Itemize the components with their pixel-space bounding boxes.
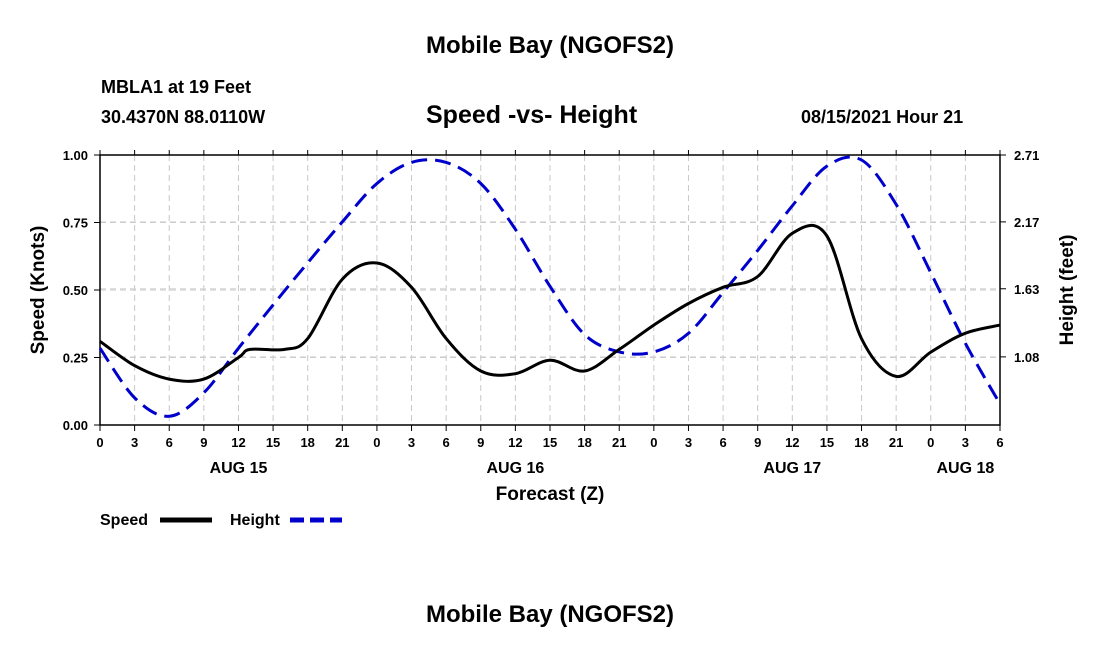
y-axis-label: Speed (Knots) — [28, 226, 49, 355]
x-tick-label: 15 — [543, 435, 557, 450]
y-tick-label: 0.00 — [63, 418, 88, 433]
day-label: AUG 18 — [936, 460, 994, 477]
x-tick-label: 9 — [200, 435, 207, 450]
x-tick-label: 15 — [266, 435, 280, 450]
x-tick-label: 21 — [889, 435, 903, 450]
x-tick-label: 21 — [612, 435, 626, 450]
day-label: AUG 17 — [763, 460, 821, 477]
series-height-line — [98, 155, 1002, 418]
y2-axis-label: Height (feet) — [1057, 235, 1078, 346]
x-tick-label: 9 — [477, 435, 484, 450]
x-tick-label: 3 — [408, 435, 415, 450]
y-tick-label: 0.50 — [63, 283, 88, 298]
x-axis-label: Forecast (Z) — [496, 484, 605, 505]
x-tick-label: 0 — [373, 435, 380, 450]
day-label: AUG 15 — [210, 460, 268, 477]
x-tick-label: 21 — [335, 435, 349, 450]
x-tick-label: 18 — [854, 435, 868, 450]
station-coordinates: 30.4370N 88.0110W — [101, 107, 266, 127]
x-tick-label: 0 — [927, 435, 934, 450]
x-tick-label: 12 — [785, 435, 799, 450]
legend-speed-label: Speed — [100, 512, 148, 529]
x-tick-label: 3 — [131, 435, 138, 450]
x-tick-label: 12 — [231, 435, 245, 450]
x-tick-label: 3 — [962, 435, 969, 450]
station-label: MBLA1 at 19 Feet — [101, 77, 252, 97]
x-tick-label: 12 — [508, 435, 522, 450]
x-tick-label: 18 — [300, 435, 314, 450]
y2-tick-label: 1.08 — [1014, 350, 1039, 365]
y-tick-label: 1.00 — [63, 148, 88, 163]
y-tick-label: 0.25 — [63, 351, 88, 366]
forecast-date: 08/15/2021 Hour 21 — [801, 107, 964, 127]
y2-tick-label: 2.71 — [1014, 148, 1039, 163]
y-tick-label: 0.75 — [63, 216, 88, 231]
legend-height-label: Height — [230, 512, 280, 529]
x-tick-label: 18 — [577, 435, 591, 450]
footer-title: Mobile Bay (NGOFS2) — [425, 601, 675, 628]
y2-tick-label: 1.63 — [1014, 282, 1039, 297]
chart-title: Speed -vs- Height — [426, 101, 638, 129]
x-tick-label: 15 — [820, 435, 834, 450]
x-tick-label: 9 — [754, 435, 761, 450]
x-tick-label: 6 — [166, 435, 173, 450]
series-speed-line — [99, 224, 1001, 383]
x-tick-label: 6 — [443, 435, 450, 450]
plot-frame — [99, 154, 1001, 426]
y2-tick-label: 2.17 — [1014, 215, 1039, 230]
main-title: Mobile Bay (NGOFS2) — [425, 32, 675, 59]
x-tick-label: 6 — [719, 435, 726, 450]
day-label: AUG 16 — [486, 460, 544, 477]
x-tick-label: 0 — [96, 435, 103, 450]
x-tick-label: 0 — [650, 435, 657, 450]
x-tick-label: 6 — [996, 435, 1003, 450]
x-tick-label: 3 — [685, 435, 692, 450]
